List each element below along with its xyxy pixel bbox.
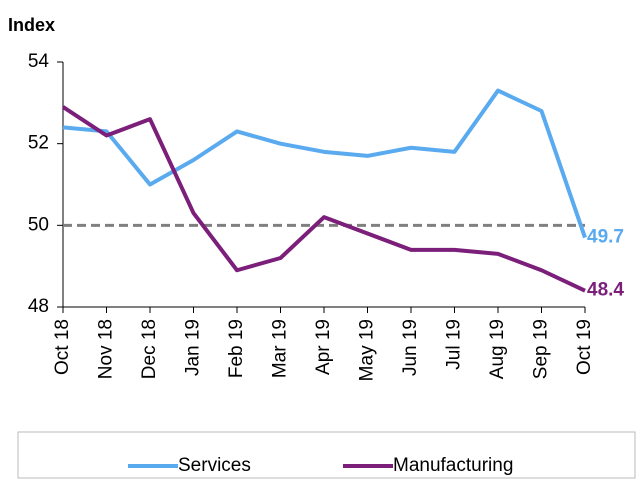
data-label: 49.7 [587,227,624,248]
x-tick-label: Nov 18 [96,319,117,379]
y-tick-label: 48 [28,296,49,317]
x-tick-label: Aug 19 [487,319,508,379]
y-tick-label: 50 [28,214,49,235]
y-tick-label: 54 [28,51,50,72]
x-tick-label: Jul 19 [444,319,465,370]
x-tick-label: Oct 18 [52,319,73,375]
y-tick-label: 52 [28,133,49,154]
legend-label: Manufacturing [393,455,513,476]
x-tick-label: Oct 19 [574,319,595,375]
data-label: 48.4 [587,280,624,301]
series-line [61,105,586,293]
x-tick-label: May 19 [357,319,378,381]
x-tick-label: Mar 19 [270,319,291,378]
x-tick-label: Jan 19 [183,319,204,376]
y-axis-label: Index [8,15,55,35]
legend-label: Services [178,455,251,476]
x-tick-label: Sep 19 [531,319,552,379]
x-tick-label: Jun 19 [400,319,421,376]
x-tick-label: Apr 19 [313,319,334,375]
series-line [62,88,587,239]
x-tick-label: Feb 19 [226,319,247,378]
x-tick-label: Dec 18 [139,319,160,379]
legend-box [17,431,636,479]
